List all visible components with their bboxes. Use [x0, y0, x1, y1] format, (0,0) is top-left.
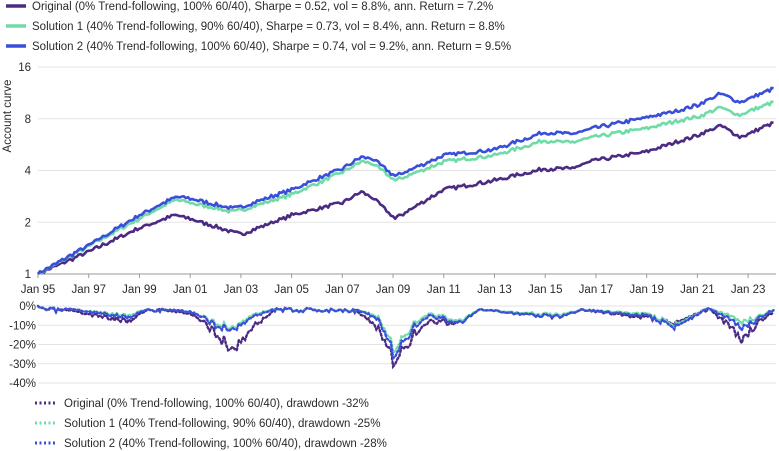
drawdown-y-tick-labels: 0% -10% -20% -30% -40% [9, 301, 36, 390]
drawdown-gridlines [38, 305, 776, 384]
x-tick-label: Jan 09 [376, 284, 411, 296]
main-y-tick-label: 8 [25, 114, 31, 126]
main-y-tick-labels: 1 2 4 8 16 [18, 62, 31, 281]
main-y-tick-label: 4 [25, 166, 32, 178]
x-tick-label: Jan 99 [122, 284, 157, 296]
dd-legend-label-solution2: Solution 2 (40% Trend-following, 100% 60… [64, 438, 387, 450]
x-tick-label: Jan 23 [731, 284, 766, 296]
dd-legend-label-solution1: Solution 1 (40% Trend-following, 90% 60/… [64, 418, 380, 430]
series-line-original [37, 121, 774, 275]
legend-label-solution2: Solution 2 (40% Trend-following, 100% 60… [32, 41, 511, 53]
drawdown-line-solution1 [36, 304, 775, 355]
x-tick-label: Jan 97 [71, 284, 106, 296]
x-tick-label: Jan 03 [224, 284, 259, 296]
x-tick-label: Jan 11 [427, 284, 461, 296]
x-tick-label: Jan 95 [21, 284, 56, 296]
legend-label-solution1: Solution 1 (40% Trend-following, 90% 60/… [32, 21, 505, 33]
series-line-solution2 [36, 86, 774, 275]
bottom-legend: Original (0% Trend-following, 100% 60/40… [35, 398, 387, 450]
main-y-tick-label: 1 [25, 269, 31, 281]
x-tick-label: Jan 21 [680, 284, 715, 296]
x-tick-label: Jan 01 [173, 284, 208, 296]
drawdown-y-tick-label: -30% [9, 359, 36, 371]
drawdown-series-lines [36, 304, 775, 370]
legend-label-original: Original (0% Trend-following, 100% 60/40… [32, 1, 493, 13]
x-tick-label: Jan 13 [477, 284, 512, 296]
x-tick-label: Jan 05 [274, 284, 309, 296]
x-tick-label: Jan 15 [528, 284, 563, 296]
y-axis-label: Account curve [2, 80, 14, 153]
drawdown-line-solution2 [36, 304, 775, 361]
x-tick-label: Jan 19 [629, 284, 664, 296]
dd-legend-label-original: Original (0% Trend-following, 100% 60/40… [64, 398, 369, 410]
drawdown-y-tick-label: 0% [19, 301, 36, 313]
drawdown-y-tick-label: -40% [9, 378, 36, 390]
x-tick-label: Jan 17 [579, 284, 614, 296]
main-y-tick-label: 16 [18, 62, 31, 74]
drawdown-y-tick-label: -10% [9, 320, 36, 332]
x-tick-label: Jan 07 [325, 284, 360, 296]
main-y-tick-label: 2 [25, 217, 31, 229]
main-series-lines [36, 86, 774, 275]
main-x-tick-labels: Jan 95 Jan 97 Jan 99 Jan 01 Jan 03 Jan 05 Jan … [21, 274, 766, 296]
series-line-solution1 [36, 100, 774, 275]
drawdown-y-tick-label: -20% [9, 340, 36, 352]
top-legend: Original (0% Trend-following, 100% 60/40… [6, 1, 511, 53]
